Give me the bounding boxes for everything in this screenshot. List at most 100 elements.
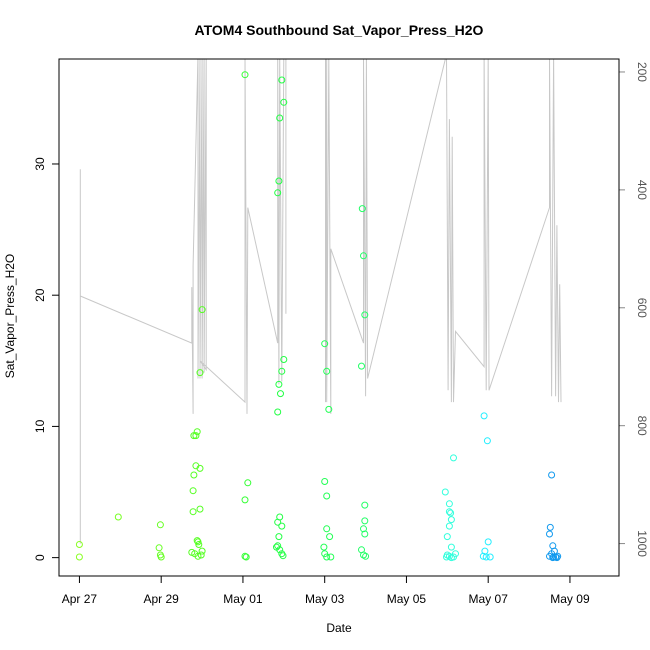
data-point	[361, 501, 369, 509]
data-point	[452, 550, 459, 558]
data-point	[75, 541, 83, 548]
data-point	[546, 523, 554, 531]
data-point	[323, 367, 331, 375]
data-point	[241, 552, 249, 560]
data-point	[450, 454, 457, 462]
line-series-1	[325, 59, 562, 414]
data-point	[550, 553, 558, 561]
points-layer	[75, 71, 562, 562]
data-point	[196, 369, 204, 377]
data-point	[553, 554, 561, 562]
data-point	[273, 543, 280, 551]
data-point	[362, 552, 370, 560]
data-point	[189, 487, 197, 495]
data-point	[189, 508, 197, 516]
y2-tick-label: 1000	[635, 530, 649, 557]
plot-frame	[58, 58, 620, 577]
data-point	[321, 478, 329, 485]
data-point	[358, 205, 366, 213]
data-point	[327, 553, 335, 561]
data-point	[190, 471, 198, 479]
data-point	[278, 76, 286, 84]
data-point	[114, 513, 122, 521]
data-point	[275, 533, 283, 541]
y2-tick-label: 400	[635, 180, 649, 200]
data-point	[242, 553, 250, 561]
data-point	[546, 530, 553, 538]
data-point	[196, 505, 204, 513]
y-tick-label: 0	[33, 554, 47, 561]
data-point	[323, 553, 331, 561]
data-point	[198, 306, 206, 314]
data-point	[274, 542, 282, 550]
x-tick-label: Apr 27	[62, 592, 98, 606]
y-tick-label: 30	[33, 157, 47, 171]
data-point	[155, 544, 163, 552]
x-axis-label: Date	[326, 621, 352, 635]
x-tick-label: May 01	[223, 592, 263, 606]
x-tick-label: May 05	[387, 592, 427, 606]
data-point	[196, 464, 204, 472]
y2-tick-label: 200	[635, 62, 649, 82]
data-point	[274, 408, 282, 416]
data-point	[193, 428, 201, 436]
x-tick-label: Apr 29	[144, 592, 180, 606]
data-point	[445, 500, 453, 508]
data-point	[320, 543, 328, 551]
data-point	[548, 471, 556, 479]
data-point	[447, 516, 455, 524]
y-tick-label: 20	[33, 288, 47, 302]
data-point	[279, 552, 287, 560]
data-point	[360, 252, 367, 260]
data-point	[191, 550, 199, 558]
chart-title: ATOM4 Southbound Sat_Vapor_Press_H2O	[195, 22, 484, 38]
y2-tick-label: 800	[635, 416, 649, 436]
data-point	[361, 517, 369, 525]
data-point	[275, 380, 283, 388]
data-point	[549, 554, 557, 562]
data-point	[323, 525, 331, 533]
data-point	[447, 509, 455, 517]
data-point	[241, 496, 249, 504]
data-point	[194, 538, 202, 546]
data-point	[241, 71, 249, 79]
data-point	[325, 405, 333, 413]
data-point	[323, 492, 331, 500]
data-point	[445, 522, 453, 530]
data-point	[156, 521, 164, 529]
data-point	[358, 362, 365, 370]
data-point	[554, 552, 562, 560]
data-point	[483, 437, 491, 445]
data-point	[277, 390, 284, 398]
data-point	[75, 553, 83, 561]
data-point	[480, 412, 488, 420]
line-series-0	[79, 59, 287, 544]
y2-tick-label: 600	[635, 298, 649, 318]
data-point	[280, 356, 288, 363]
line-layer	[79, 59, 562, 544]
data-point	[278, 367, 286, 375]
y-axis-label: Sat_Vapor_Press_H2O	[3, 254, 17, 379]
data-point	[445, 552, 453, 560]
data-point	[280, 98, 288, 106]
data-point	[275, 177, 283, 185]
x-tick-label: May 09	[550, 592, 590, 606]
x-tick-label: May 07	[469, 592, 509, 606]
data-point	[274, 189, 282, 197]
data-point	[244, 479, 252, 487]
data-point	[274, 518, 282, 526]
data-point	[486, 553, 494, 561]
data-point	[443, 553, 450, 561]
data-point	[447, 543, 455, 551]
x-tick-label: May 03	[305, 592, 345, 606]
data-point	[482, 553, 490, 561]
data-point	[197, 551, 205, 559]
data-point	[360, 525, 367, 533]
data-point	[443, 533, 451, 541]
data-point	[278, 522, 286, 530]
data-point	[361, 530, 369, 538]
data-point	[484, 538, 492, 546]
data-point	[192, 432, 200, 440]
data-point	[361, 311, 369, 319]
